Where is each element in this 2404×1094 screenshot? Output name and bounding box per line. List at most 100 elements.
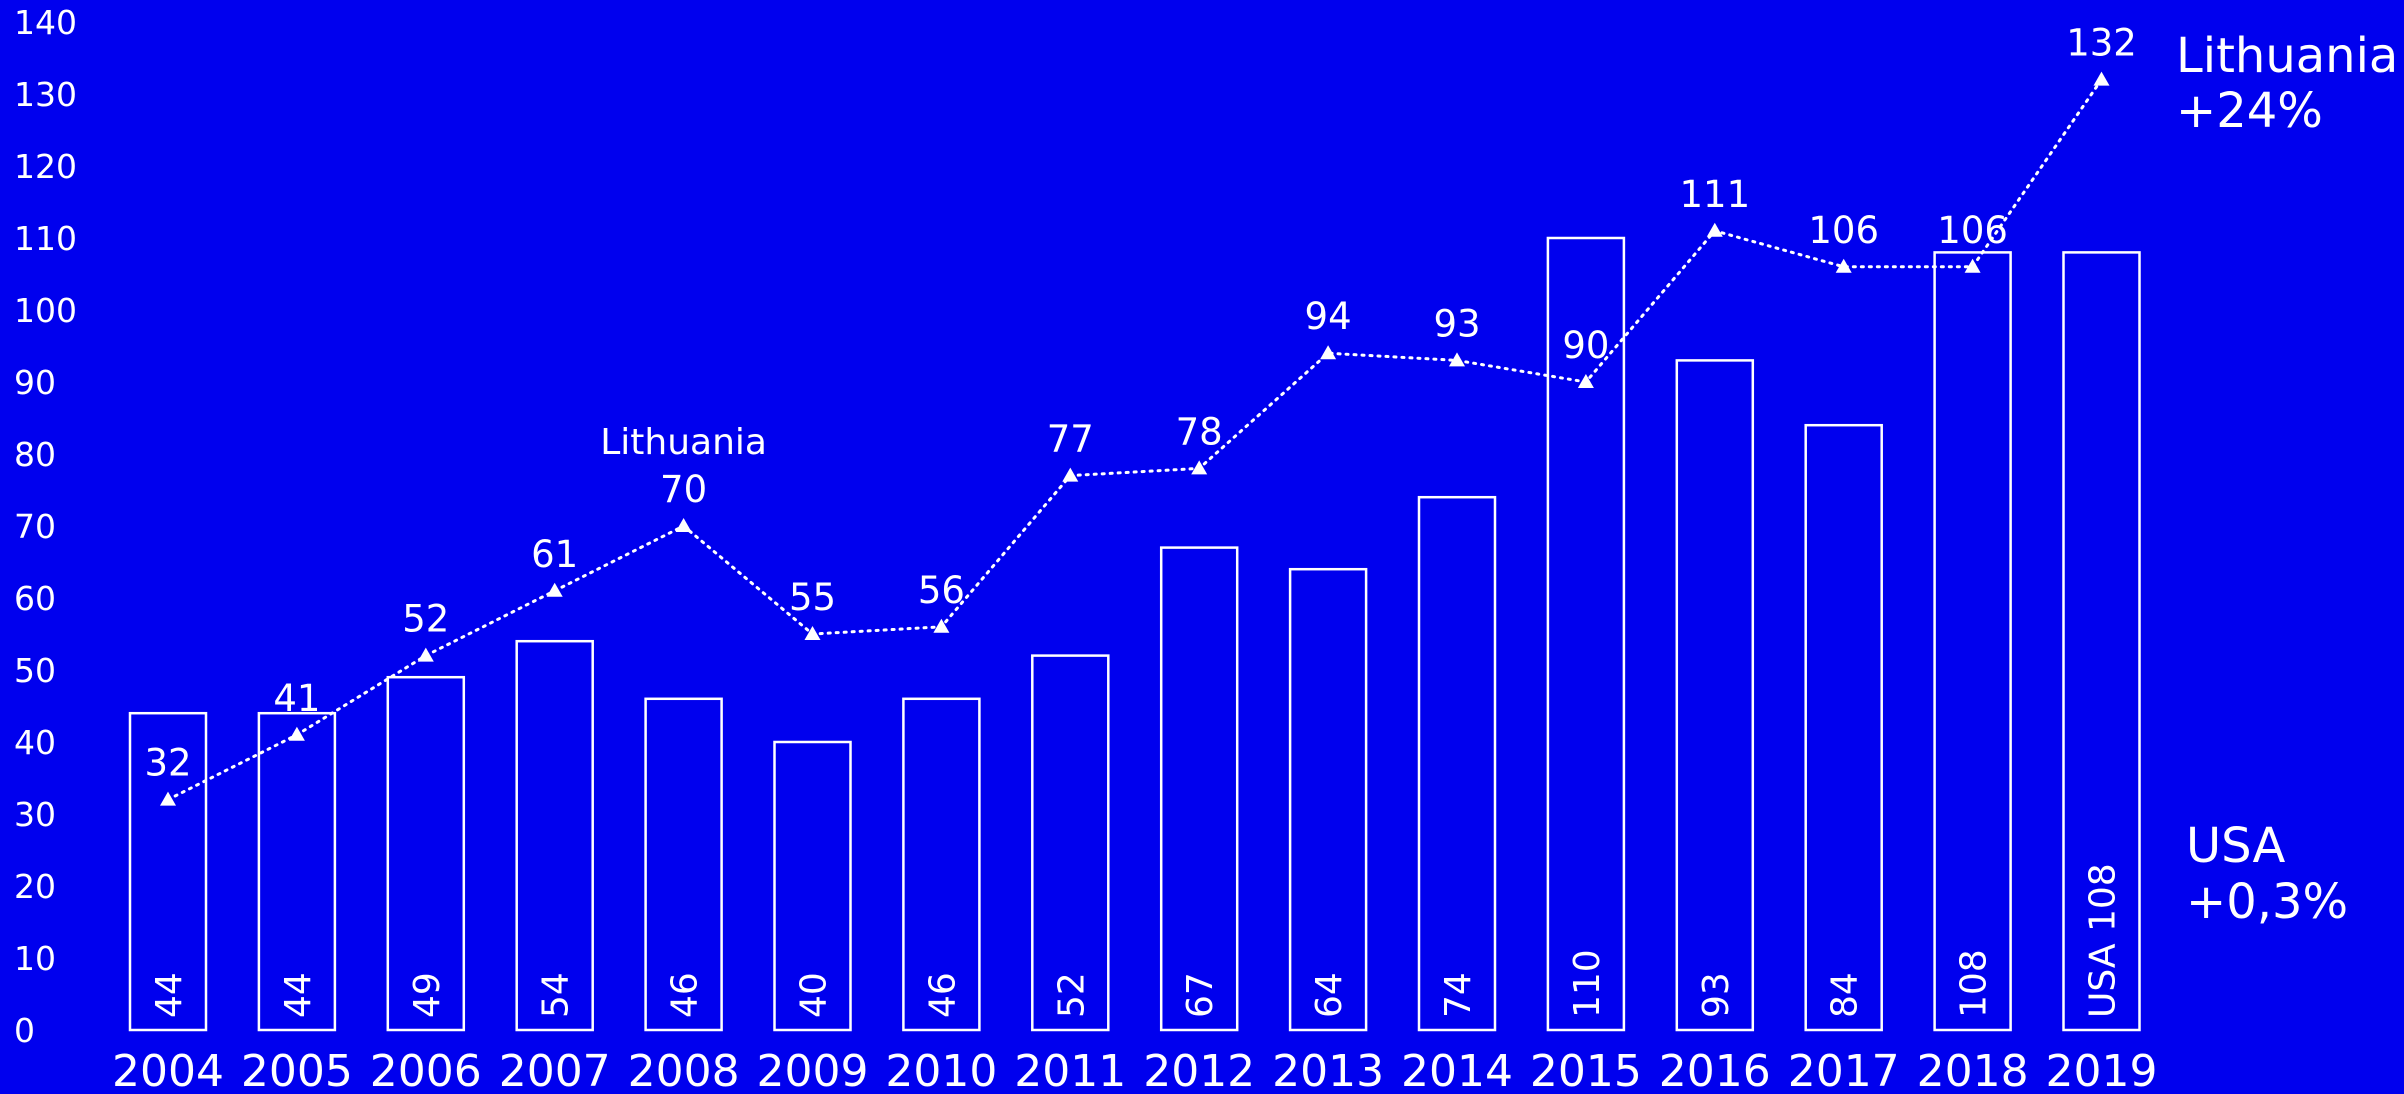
- x-tick-label: 2011: [1014, 1046, 1126, 1094]
- y-tick-label: 30: [14, 795, 56, 834]
- line-marker: [1320, 345, 1337, 360]
- bar: [1933, 251, 2012, 1032]
- bar-value-label: 84: [1825, 972, 1866, 1018]
- bar: [2062, 251, 2141, 1032]
- bar: [1675, 359, 1755, 1032]
- line-marker: [1835, 258, 1852, 273]
- x-tick-label: 2013: [1272, 1046, 1384, 1094]
- bar: [773, 740, 852, 1032]
- y-tick-label: 120: [14, 147, 77, 186]
- bar-value-label: 46: [665, 972, 706, 1018]
- line-marker: [675, 518, 692, 532]
- bar-value-label: 46: [922, 972, 963, 1018]
- line-value-label: 90: [1562, 324, 1609, 367]
- bar-value-label: 64: [1309, 972, 1350, 1018]
- bar: [1159, 546, 1239, 1032]
- y-axis: 0 10 20 30 40 50 60 70 80 90 100 110 120 130 140: [14, 3, 77, 1050]
- x-tick-label: 2008: [628, 1046, 740, 1094]
- bar: [386, 675, 466, 1032]
- line-marker: [1449, 352, 1465, 367]
- x-tick-label: 2009: [757, 1046, 869, 1094]
- x-axis: 2004 2005 2006 2007 2008 2009 2010 2011 2012 2013…: [112, 1046, 2157, 1094]
- x-tick-label: 2005: [241, 1046, 353, 1094]
- bar-value-label: 54: [536, 972, 577, 1018]
- line-marker: [417, 647, 434, 662]
- bar-series: 44 44 49 54 46 40 46 52 67 64 74 110 93 84 108 USA 108: [128, 236, 2141, 1032]
- line-value-label: 111: [1679, 173, 1750, 216]
- x-tick-label: 2016: [1659, 1046, 1771, 1094]
- y-tick-label: 140: [14, 3, 77, 42]
- bar: [1288, 567, 1368, 1032]
- line-value-label: 78: [1176, 410, 1223, 453]
- line-marker: [1577, 374, 1594, 388]
- line-marker: [1964, 258, 1981, 273]
- x-tick-label: 2014: [1401, 1046, 1513, 1094]
- y-tick-label: 50: [14, 651, 56, 690]
- y-tick-label: 100: [14, 291, 77, 330]
- bar-value-label: 44: [149, 972, 190, 1018]
- line-value-label: 106: [1937, 209, 2008, 252]
- y-tick-label: 0: [14, 1011, 35, 1050]
- line-value-label: 56: [918, 569, 965, 612]
- y-tick-label: 70: [14, 507, 56, 546]
- bar-value-label: 49: [407, 972, 448, 1018]
- legend-usa-change: +0,3%: [2186, 874, 2348, 930]
- bar: [644, 697, 723, 1032]
- bar-value-label: 44: [278, 972, 319, 1018]
- bar-value-label: 110: [1567, 949, 1608, 1018]
- legend-usa-name: USA: [2186, 818, 2285, 874]
- line-value-label: 106: [1808, 209, 1879, 252]
- line-value-label: 41: [273, 677, 320, 720]
- y-tick-label: 40: [14, 723, 56, 762]
- bar-value-label: 93: [1696, 972, 1737, 1018]
- line-value-label: 52: [402, 598, 449, 641]
- line-value-label: 61: [531, 533, 578, 576]
- bar-value-label: 74: [1438, 972, 1479, 1018]
- line-series: 32 41 52 61 70 55 56 77 78 94 93 90 111 106 106 132: [144, 22, 2137, 806]
- x-tick-label: 2017: [1788, 1046, 1900, 1094]
- y-tick-label: 80: [14, 435, 56, 474]
- bar: [1417, 495, 1497, 1032]
- legend-lithuania-name: Lithuania: [2176, 28, 2398, 84]
- line-value-label: 132: [2066, 22, 2137, 65]
- y-tick-label: 110: [14, 219, 77, 258]
- line-value-label: 70: [660, 468, 707, 511]
- x-tick-label: 2019: [2046, 1046, 2158, 1094]
- line-value-label: 32: [144, 742, 191, 785]
- bar: [1546, 236, 1626, 1032]
- bar: [515, 639, 594, 1032]
- x-tick-label: 2018: [1917, 1046, 2029, 1094]
- bar-value-label: USA 108: [2083, 863, 2124, 1018]
- x-tick-label: 2015: [1530, 1046, 1642, 1094]
- line-value-label: 93: [1433, 302, 1480, 345]
- legend-lithuania-change: +24%: [2176, 83, 2323, 139]
- annotation-lithuania: Lithuania: [600, 422, 767, 463]
- bar: [1804, 423, 1883, 1032]
- line-marker: [1706, 222, 1723, 237]
- line-value-label: 55: [789, 576, 836, 619]
- line-marker: [933, 618, 950, 633]
- bar-value-label: 40: [794, 972, 835, 1018]
- bar-value-label: 108: [1954, 949, 1995, 1018]
- x-tick-label: 2010: [885, 1046, 997, 1094]
- y-tick-label: 10: [14, 939, 56, 978]
- line-marker: [1191, 460, 1208, 475]
- line-marker: [2093, 71, 2110, 86]
- x-tick-label: 2004: [112, 1046, 224, 1094]
- line-marker: [546, 582, 563, 597]
- x-tick-label: 2006: [370, 1046, 482, 1094]
- line-marker: [804, 626, 821, 640]
- legend-lithuania: Lithuania +24%: [2176, 28, 2398, 139]
- bar: [1031, 654, 1110, 1032]
- y-tick-label: 90: [14, 363, 56, 402]
- bar-value-label: 52: [1051, 972, 1092, 1018]
- x-tick-label: 2007: [499, 1046, 611, 1094]
- line-value-label: 94: [1305, 295, 1352, 338]
- line-marker: [288, 726, 305, 741]
- x-tick-label: 2012: [1143, 1046, 1255, 1094]
- line-marker: [160, 791, 176, 806]
- y-tick-label: 20: [14, 867, 56, 906]
- y-tick-label: 60: [14, 579, 56, 618]
- bar-value-label: 67: [1180, 972, 1221, 1018]
